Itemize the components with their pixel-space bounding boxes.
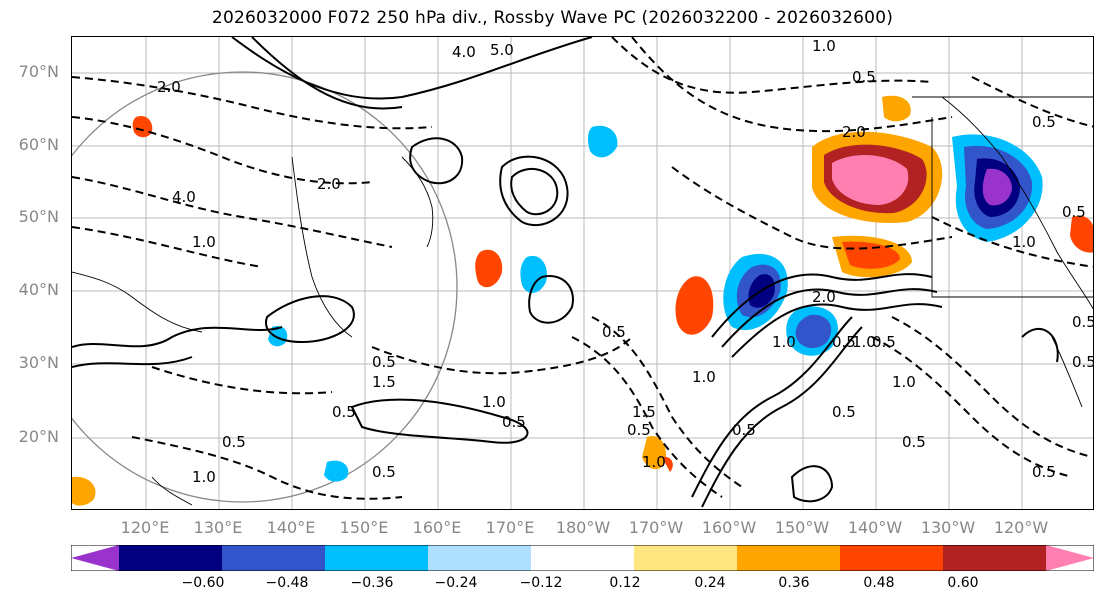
colorbar-tick: −0.12 (519, 575, 563, 591)
colorbar-cell (1046, 545, 1094, 571)
contour-label: 0.5 (372, 463, 396, 481)
map-panel: 2.0 4.0 5.0 1.0 0.5 2.0 4.0 1.0 0.5 0.5 0.5 1.0 1.5 0… (71, 36, 1094, 510)
contour-label: 1.0 (482, 393, 506, 411)
contour-label: 0.5 (602, 323, 626, 341)
lon-label: 120°E (120, 518, 170, 537)
colorbar-cell (840, 545, 944, 571)
contour-label: 0.5 (852, 68, 876, 86)
map-svg: 2.04.0 5.0 1.00.52.04.01.00.50.50.51.01.50… (72, 37, 1094, 509)
contour-label: 1.0 (772, 333, 796, 351)
lat-label: 70°N (18, 62, 59, 81)
contour-label: 0.5 (1072, 353, 1094, 371)
lon-label: 130°W (920, 518, 976, 537)
contour-label: 4.0 (452, 43, 476, 61)
reference-circle (72, 71, 458, 503)
contour-label: 0.5 (1032, 113, 1056, 131)
lon-label: 160°W (701, 518, 757, 537)
lat-label: 60°N (18, 135, 59, 154)
contour-label: 1.0 (812, 37, 836, 55)
lat-label: 30°N (18, 353, 59, 372)
contour-label: 4.0 (172, 188, 196, 206)
lon-label: 120°W (993, 518, 1049, 537)
contour-label: 1.0 (692, 368, 716, 386)
lon-label: 140°E (266, 518, 316, 537)
colorbar (71, 545, 1094, 571)
contour-label: 1.5 (372, 373, 396, 391)
lat-label: 50°N (18, 207, 59, 226)
contour-label: 0.5 (832, 333, 856, 351)
contour-label: 0.5 (372, 353, 396, 371)
negative-contours (72, 37, 1093, 500)
lon-label: 170°W (628, 518, 684, 537)
contour-label: 2.0 (317, 175, 341, 193)
contour-label: 1.0 (1012, 233, 1036, 251)
lon-label: 170°E (485, 518, 535, 537)
colorbar-cell (634, 545, 738, 571)
colorbar-tick: 0.60 (947, 575, 979, 591)
contour-label: 5.0 (490, 41, 514, 59)
colorbar-tick: −0.60 (181, 575, 225, 591)
contour-label: 2.0 (157, 78, 181, 96)
contour-label: 0.5 (502, 413, 526, 431)
contour-label: 0.5 (627, 421, 651, 439)
contour-label: 0.5 (872, 333, 896, 351)
contour-label: 0.5 (1032, 463, 1056, 481)
contour-label: 1.5 (632, 403, 656, 421)
contour-label: 1.0 (642, 453, 666, 471)
colorbar-tick: 0.36 (778, 575, 810, 591)
contour-label: 0.5 (1072, 313, 1094, 331)
lat-label: 20°N (18, 427, 59, 446)
colorbar-cell (531, 545, 635, 571)
colorbar-cell (222, 545, 326, 571)
shaded-divergence (72, 95, 1093, 506)
lon-label: 160°E (412, 518, 462, 537)
contour-label: 0.5 (902, 433, 926, 451)
colorbar-cell (71, 545, 119, 571)
colorbar-cell (325, 545, 429, 571)
colorbar-tick: 0.24 (694, 575, 726, 591)
colorbar-tick: −0.36 (350, 575, 394, 591)
contour-label: 0.5 (732, 421, 756, 439)
contour-label: 1.0 (192, 233, 216, 251)
contour-label: 2.0 (812, 288, 836, 306)
colorbar-tick: −0.48 (265, 575, 309, 591)
graticule (72, 37, 1093, 509)
contour-label: 0.5 (832, 403, 856, 421)
lon-label: 180°W (555, 518, 611, 537)
colorbar-tick: 0.48 (863, 575, 895, 591)
contour-label: 0.5 (1062, 203, 1086, 221)
colorbar-cell (737, 545, 841, 571)
figure-title: 2026032000 F072 250 hPa div., Rossby Wav… (211, 8, 894, 28)
colorbar-cell (428, 545, 532, 571)
contour-label: 1.0 (892, 373, 916, 391)
lon-label: 150°E (339, 518, 389, 537)
contour-label: 0.5 (332, 403, 356, 421)
colorbar-tick: 0.12 (609, 575, 641, 591)
contour-label: 1.0 (192, 468, 216, 486)
contour-label: 0.5 (222, 433, 246, 451)
lon-label: 140°W (847, 518, 903, 537)
colorbar-cell (943, 545, 1047, 571)
colorbar-cells (71, 545, 1094, 571)
lon-label: 150°W (774, 518, 830, 537)
colorbar-cell (119, 545, 223, 571)
coastlines (72, 96, 1093, 506)
lon-label: 130°E (193, 518, 243, 537)
contour-label: 2.0 (842, 123, 866, 141)
colorbar-tick: −0.24 (434, 575, 478, 591)
lat-label: 40°N (18, 280, 59, 299)
contour-label: 1.0 (852, 333, 876, 351)
